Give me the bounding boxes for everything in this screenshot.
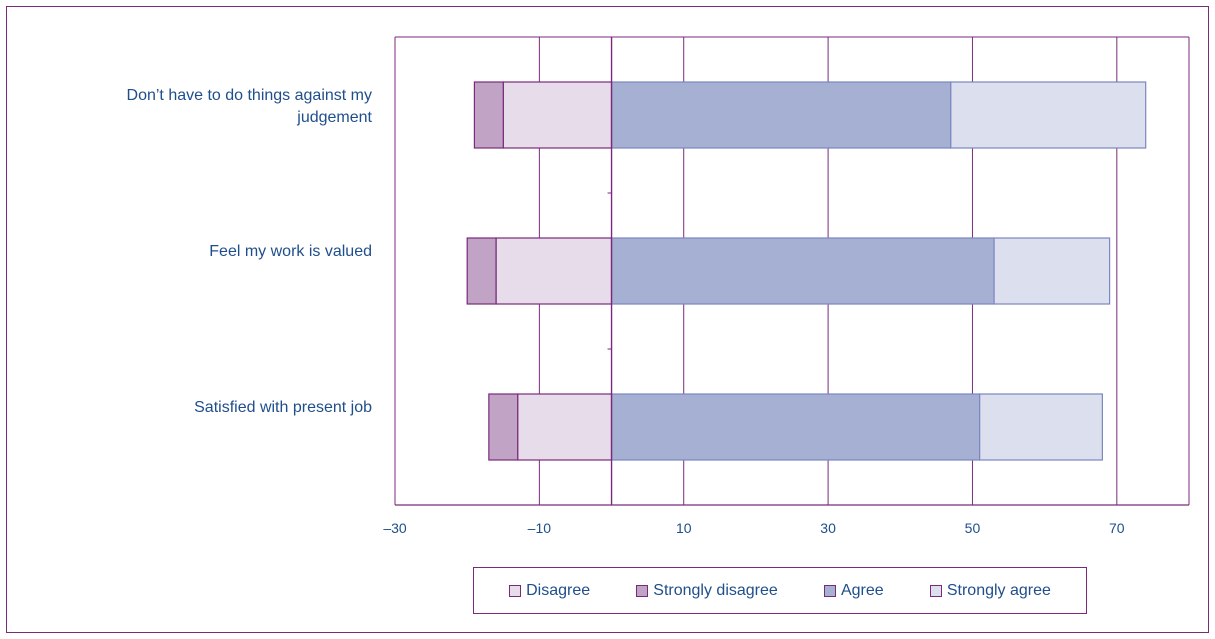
bar-agree-0 (610, 81, 952, 149)
legend-swatch-strongly-agree (929, 584, 942, 597)
legend-item-agree: Agree (823, 581, 884, 600)
category-label-1: Feel my work is valued (209, 243, 372, 260)
bar-disagree-1 (495, 237, 613, 305)
x-tick-label-4: 50 (965, 520, 981, 536)
legend-swatch-strongly-disagree (636, 584, 649, 597)
x-tick-label-0: –30 (383, 520, 407, 536)
legend-item-strongly-agree: Strongly agree (929, 581, 1051, 600)
bar-strongly-disagree-0 (473, 81, 504, 149)
bar-strongly-agree-1 (993, 237, 1111, 305)
x-tick-label-1: –10 (528, 520, 552, 536)
category-label-line: Satisfied with present job (194, 399, 372, 416)
legend-item-disagree: Disagree (509, 582, 590, 600)
bar-disagree-0 (502, 81, 613, 149)
bar-strongly-agree-0 (950, 81, 1147, 149)
legend-label-strongly-disagree: Strongly disagree (653, 581, 778, 599)
x-tick-label-3: 30 (820, 520, 836, 536)
legend-swatch-disagree (509, 584, 522, 597)
x-tick-label-5: 70 (1109, 520, 1125, 536)
legend-label-strongly-agree: Strongly agree (946, 581, 1051, 599)
category-label-0: Don’t have to do things against my judgem… (127, 87, 373, 126)
bar-strongly-disagree-1 (466, 237, 497, 305)
bar-strongly-agree-2 (979, 393, 1103, 461)
category-label-line: Don’t have to do things against my (127, 87, 372, 104)
legend: Disagree Strongly disagree Agree Strongl… (473, 567, 1087, 614)
bar-agree-1 (610, 237, 995, 305)
bar-agree-2 (610, 393, 981, 461)
bar-strongly-disagree-2 (488, 393, 519, 461)
category-label-2: Satisfied with present job (194, 399, 372, 416)
x-tick-label-2: 10 (676, 520, 692, 536)
category-label-line: judgement (296, 109, 372, 126)
legend-item-strongly-disagree: Strongly disagree (636, 582, 778, 600)
category-label-line: Feel my work is valued (209, 243, 372, 260)
legend-label-disagree: Disagree (526, 581, 591, 599)
legend-swatch-agree (823, 584, 836, 597)
bar-disagree-2 (517, 393, 613, 461)
legend-label-agree: Agree (840, 581, 884, 599)
